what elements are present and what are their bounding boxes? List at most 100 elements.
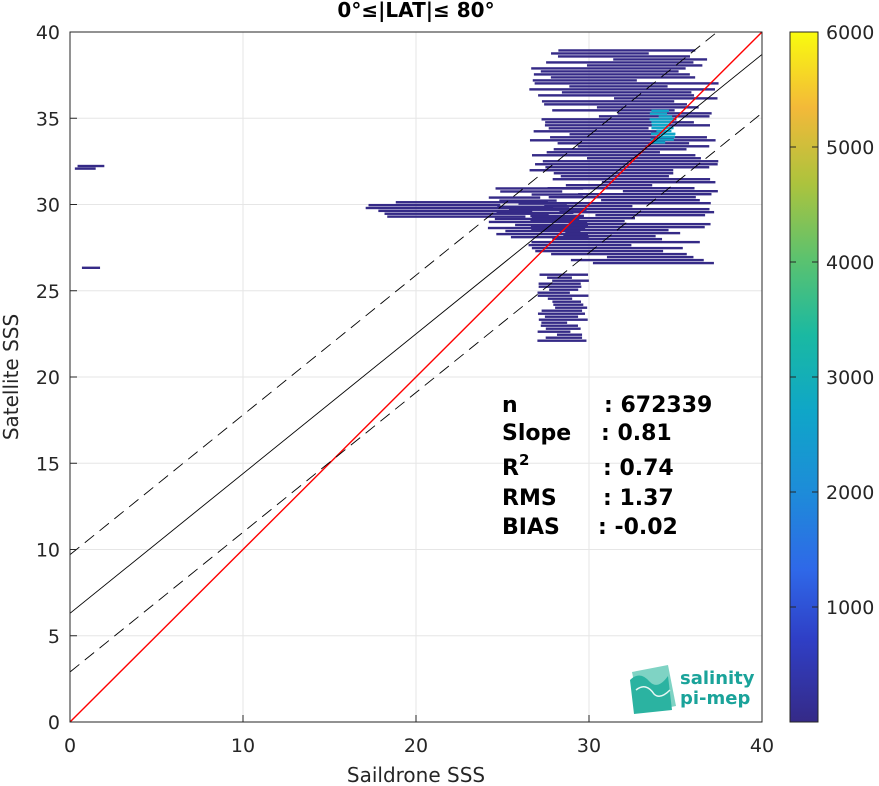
- density-cell: [556, 333, 583, 336]
- density-cell: [552, 300, 582, 303]
- density-region: [74, 164, 105, 170]
- density-cell: [651, 124, 669, 127]
- density-cell: [532, 79, 637, 82]
- density-cell: [613, 58, 708, 61]
- y-tick-label: 15: [36, 453, 60, 475]
- density-cell: [544, 204, 633, 208]
- density-cell: [553, 148, 687, 151]
- density-cell: [549, 288, 579, 291]
- density-cell: [569, 85, 668, 88]
- colorbar-tick-label: 2000: [826, 482, 874, 504]
- density-cell: [378, 209, 533, 213]
- density-cell: [537, 330, 571, 333]
- density-cell: [529, 169, 674, 172]
- density-cell: [592, 261, 714, 265]
- density-cell: [534, 82, 719, 85]
- logo-mark-front: [630, 675, 672, 714]
- density-cell: [552, 109, 675, 112]
- density-cell: [538, 94, 695, 97]
- line-fit: [70, 54, 762, 614]
- density-cell: [650, 138, 674, 141]
- density-cell: [586, 157, 701, 160]
- logo-line2: pi-mep: [680, 688, 750, 709]
- line-fit-2-: [70, 112, 762, 673]
- density-cell: [531, 67, 686, 70]
- density-cell: [550, 76, 696, 79]
- density-cell: [531, 246, 683, 250]
- colorbar-tick-label: 1000: [826, 597, 874, 619]
- density-cell: [529, 88, 715, 91]
- x-tick-label: 30: [577, 735, 601, 757]
- density-cell: [622, 190, 718, 193]
- stat-r2-base: R: [502, 456, 519, 481]
- stat-n-value: : 672339: [604, 393, 712, 418]
- x-tick-label: 0: [64, 735, 76, 757]
- density-cell: [568, 222, 711, 226]
- density-cell: [537, 294, 589, 297]
- density-cell: [577, 145, 710, 148]
- density-cell: [561, 91, 692, 94]
- density-cell: [545, 121, 694, 124]
- density-cell: [551, 252, 687, 256]
- density-cell: [497, 205, 570, 208]
- density-cell: [384, 212, 549, 215]
- density-cell: [657, 135, 676, 138]
- density-cell: [528, 243, 632, 247]
- density-cell: [547, 187, 695, 190]
- density-cell: [531, 193, 583, 196]
- density-cell: [552, 237, 663, 241]
- density-cell: [487, 226, 586, 230]
- density-cell: [488, 196, 541, 199]
- density-cell: [557, 55, 690, 58]
- density-cell: [81, 266, 101, 269]
- logo-wave: [635, 686, 671, 697]
- density-cell: [553, 303, 584, 306]
- density-cell: [542, 160, 719, 163]
- density-cell: [656, 129, 672, 133]
- density-cell: [531, 154, 696, 157]
- density-cell: [544, 315, 579, 318]
- density-cell: [545, 327, 581, 330]
- density-cell: [606, 255, 694, 259]
- density-cell: [651, 121, 671, 124]
- y-tick-label: 25: [36, 281, 60, 303]
- density-cell: [598, 115, 710, 118]
- density-cell: [74, 167, 96, 170]
- density-cell: [548, 127, 649, 130]
- density-cell: [531, 228, 669, 232]
- density-cell: [539, 273, 589, 276]
- density-cell: [387, 215, 526, 218]
- density-cell: [531, 201, 711, 205]
- density-cell: [548, 195, 696, 199]
- density-cell: [551, 52, 649, 55]
- stat-slope-label: Slope: [502, 421, 571, 446]
- density-cell: [529, 139, 716, 142]
- stat-bias-label: BIAS: [502, 515, 560, 540]
- density-cell: [560, 175, 669, 178]
- density-cell: [540, 324, 578, 327]
- density-cell: [601, 181, 716, 184]
- density-cell: [541, 100, 675, 103]
- density-cell: [500, 190, 563, 193]
- density-cell: [550, 136, 707, 139]
- density-cell: [652, 141, 666, 144]
- density-cell: [544, 103, 688, 106]
- density-cell: [552, 178, 711, 181]
- regression-lines: [70, 32, 762, 722]
- density-cell: [538, 282, 581, 285]
- stat-rms-value: : 1.37: [603, 486, 674, 511]
- density-cell: [541, 321, 568, 324]
- density-cell: [649, 118, 674, 121]
- colorbar-tick-label: 6000: [826, 22, 874, 44]
- density-cell: [557, 142, 690, 145]
- x-axis-ticks: 0 10 20 30 40: [64, 715, 774, 757]
- density-cell: [508, 208, 587, 211]
- density-cell: [488, 220, 588, 224]
- colorbar-ticks: 1000 2000 3000 4000 5000 6000: [790, 22, 874, 619]
- x-tick-label: 20: [404, 735, 428, 757]
- density-cell: [651, 109, 669, 113]
- density-cell: [601, 198, 700, 202]
- density-cell: [531, 240, 700, 244]
- density-cell: [546, 151, 660, 154]
